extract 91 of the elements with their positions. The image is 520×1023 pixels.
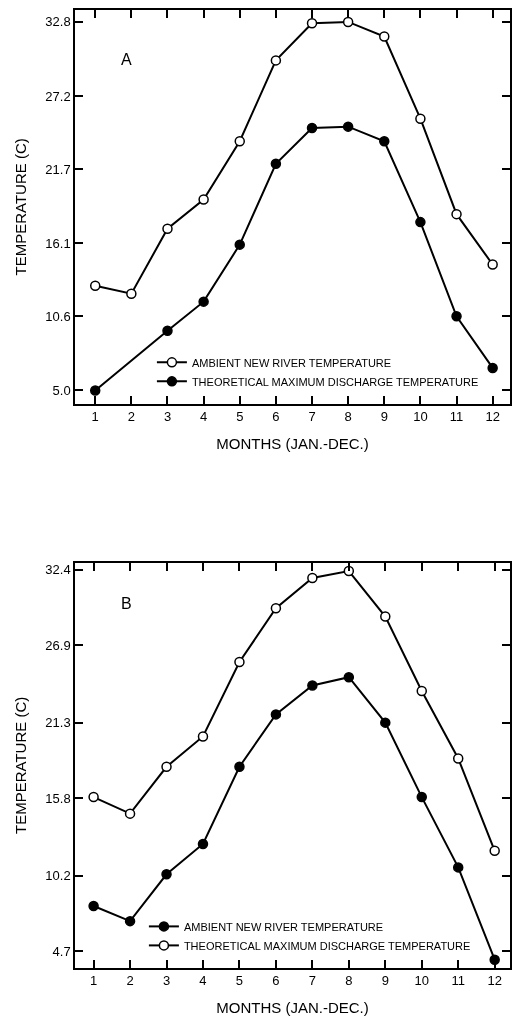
point [379, 136, 390, 147]
point [126, 288, 137, 299]
point [88, 791, 99, 803]
y-tick-label: 26.9 [45, 638, 71, 654]
point [270, 158, 282, 170]
point [162, 223, 173, 234]
point [161, 761, 172, 773]
x-tick-label: 7 [308, 409, 316, 425]
point [270, 55, 282, 66]
x-tick-label: 6 [272, 409, 280, 425]
annotation: B [121, 595, 132, 612]
point [162, 325, 173, 337]
point [306, 18, 318, 29]
y-axis-title: TEMPERATURE (C) [12, 696, 30, 834]
x-tick-label: 5 [235, 973, 244, 989]
y-tick-label: 10.2 [45, 868, 71, 884]
point [380, 717, 391, 728]
y-tick-label: 15.8 [45, 791, 71, 807]
point [124, 808, 136, 819]
point [451, 310, 462, 322]
x-tick-label: 12 [487, 973, 502, 989]
point [489, 845, 500, 857]
x-tick-label: 5 [236, 409, 244, 425]
point [234, 239, 245, 250]
point [234, 656, 245, 668]
x-tick-label: 1 [91, 409, 99, 425]
x-tick-label: 8 [344, 409, 352, 425]
y-axis-title: TEMPERATURE (C) [12, 138, 30, 276]
legend-label: THEORETICAL MAXIMUM DISCHARGE TEMPERATURE [191, 375, 479, 388]
x-tick-label: 7 [308, 973, 316, 989]
point [197, 838, 209, 850]
point [270, 709, 282, 720]
x-tick-label: 1 [89, 973, 98, 989]
point [198, 194, 209, 205]
legend-label: AMBIENT NEW RIVER TEMPERATURE [191, 356, 392, 369]
point [416, 791, 428, 803]
x-tick-label: 10 [414, 973, 429, 989]
y-tick-label: 32.8 [45, 14, 71, 30]
x-tick-label: 6 [272, 973, 280, 989]
point [342, 16, 354, 28]
x-tick-label: 4 [199, 973, 207, 989]
point [380, 611, 391, 622]
x-tick-label: 11 [449, 409, 464, 425]
point [307, 572, 318, 584]
point [197, 731, 209, 742]
x-tick-label: 2 [127, 409, 135, 425]
x-tick-label: 11 [451, 973, 465, 989]
point [161, 869, 172, 880]
y-tick-label: 21.3 [45, 715, 71, 731]
point [88, 900, 99, 912]
x-tick-label: 12 [485, 409, 500, 425]
point [89, 280, 101, 291]
point [451, 208, 462, 220]
x-tick-label: 4 [200, 409, 208, 425]
x-tick-label: 9 [380, 409, 388, 425]
y-tick-label: 21.7 [45, 161, 71, 177]
legend-label: THEORETICAL MAXIMUM DISCHARGE TEMPERATURE [183, 939, 471, 952]
x-axis-title: MONTHS (JAN.-DEC.) [216, 434, 369, 452]
y-tick-label: 27.2 [45, 88, 71, 104]
y-tick-label: 10.6 [45, 308, 71, 324]
point [306, 122, 318, 134]
point [307, 680, 318, 691]
x-axis-title: MONTHS (JAN.-DEC.) [216, 998, 369, 1016]
y-tick-label: 4.7 [52, 944, 71, 960]
legend-label: AMBIENT NEW RIVER TEMPERATURE [183, 920, 384, 933]
annotation: A [121, 51, 132, 68]
point [416, 685, 428, 697]
point [234, 761, 245, 773]
x-tick-label: 8 [345, 973, 353, 989]
point [415, 216, 426, 228]
point [124, 915, 136, 927]
point [487, 362, 498, 374]
point [452, 862, 464, 873]
point [198, 296, 209, 307]
point [487, 259, 498, 270]
point [343, 671, 355, 683]
point [89, 385, 101, 396]
point [379, 31, 390, 42]
y-tick-label: 32.4 [45, 562, 71, 578]
point [415, 113, 426, 124]
y-tick-label: 16.1 [45, 235, 71, 251]
x-tick-label: 9 [381, 973, 389, 989]
y-tick-label: 5.0 [52, 383, 71, 399]
point [342, 121, 354, 132]
x-tick-label: 2 [126, 973, 134, 989]
point [452, 753, 464, 764]
x-tick-label: 3 [163, 409, 172, 425]
point [234, 136, 245, 147]
point [270, 603, 282, 614]
x-tick-label: 3 [162, 973, 171, 989]
x-tick-label: 10 [413, 409, 428, 425]
